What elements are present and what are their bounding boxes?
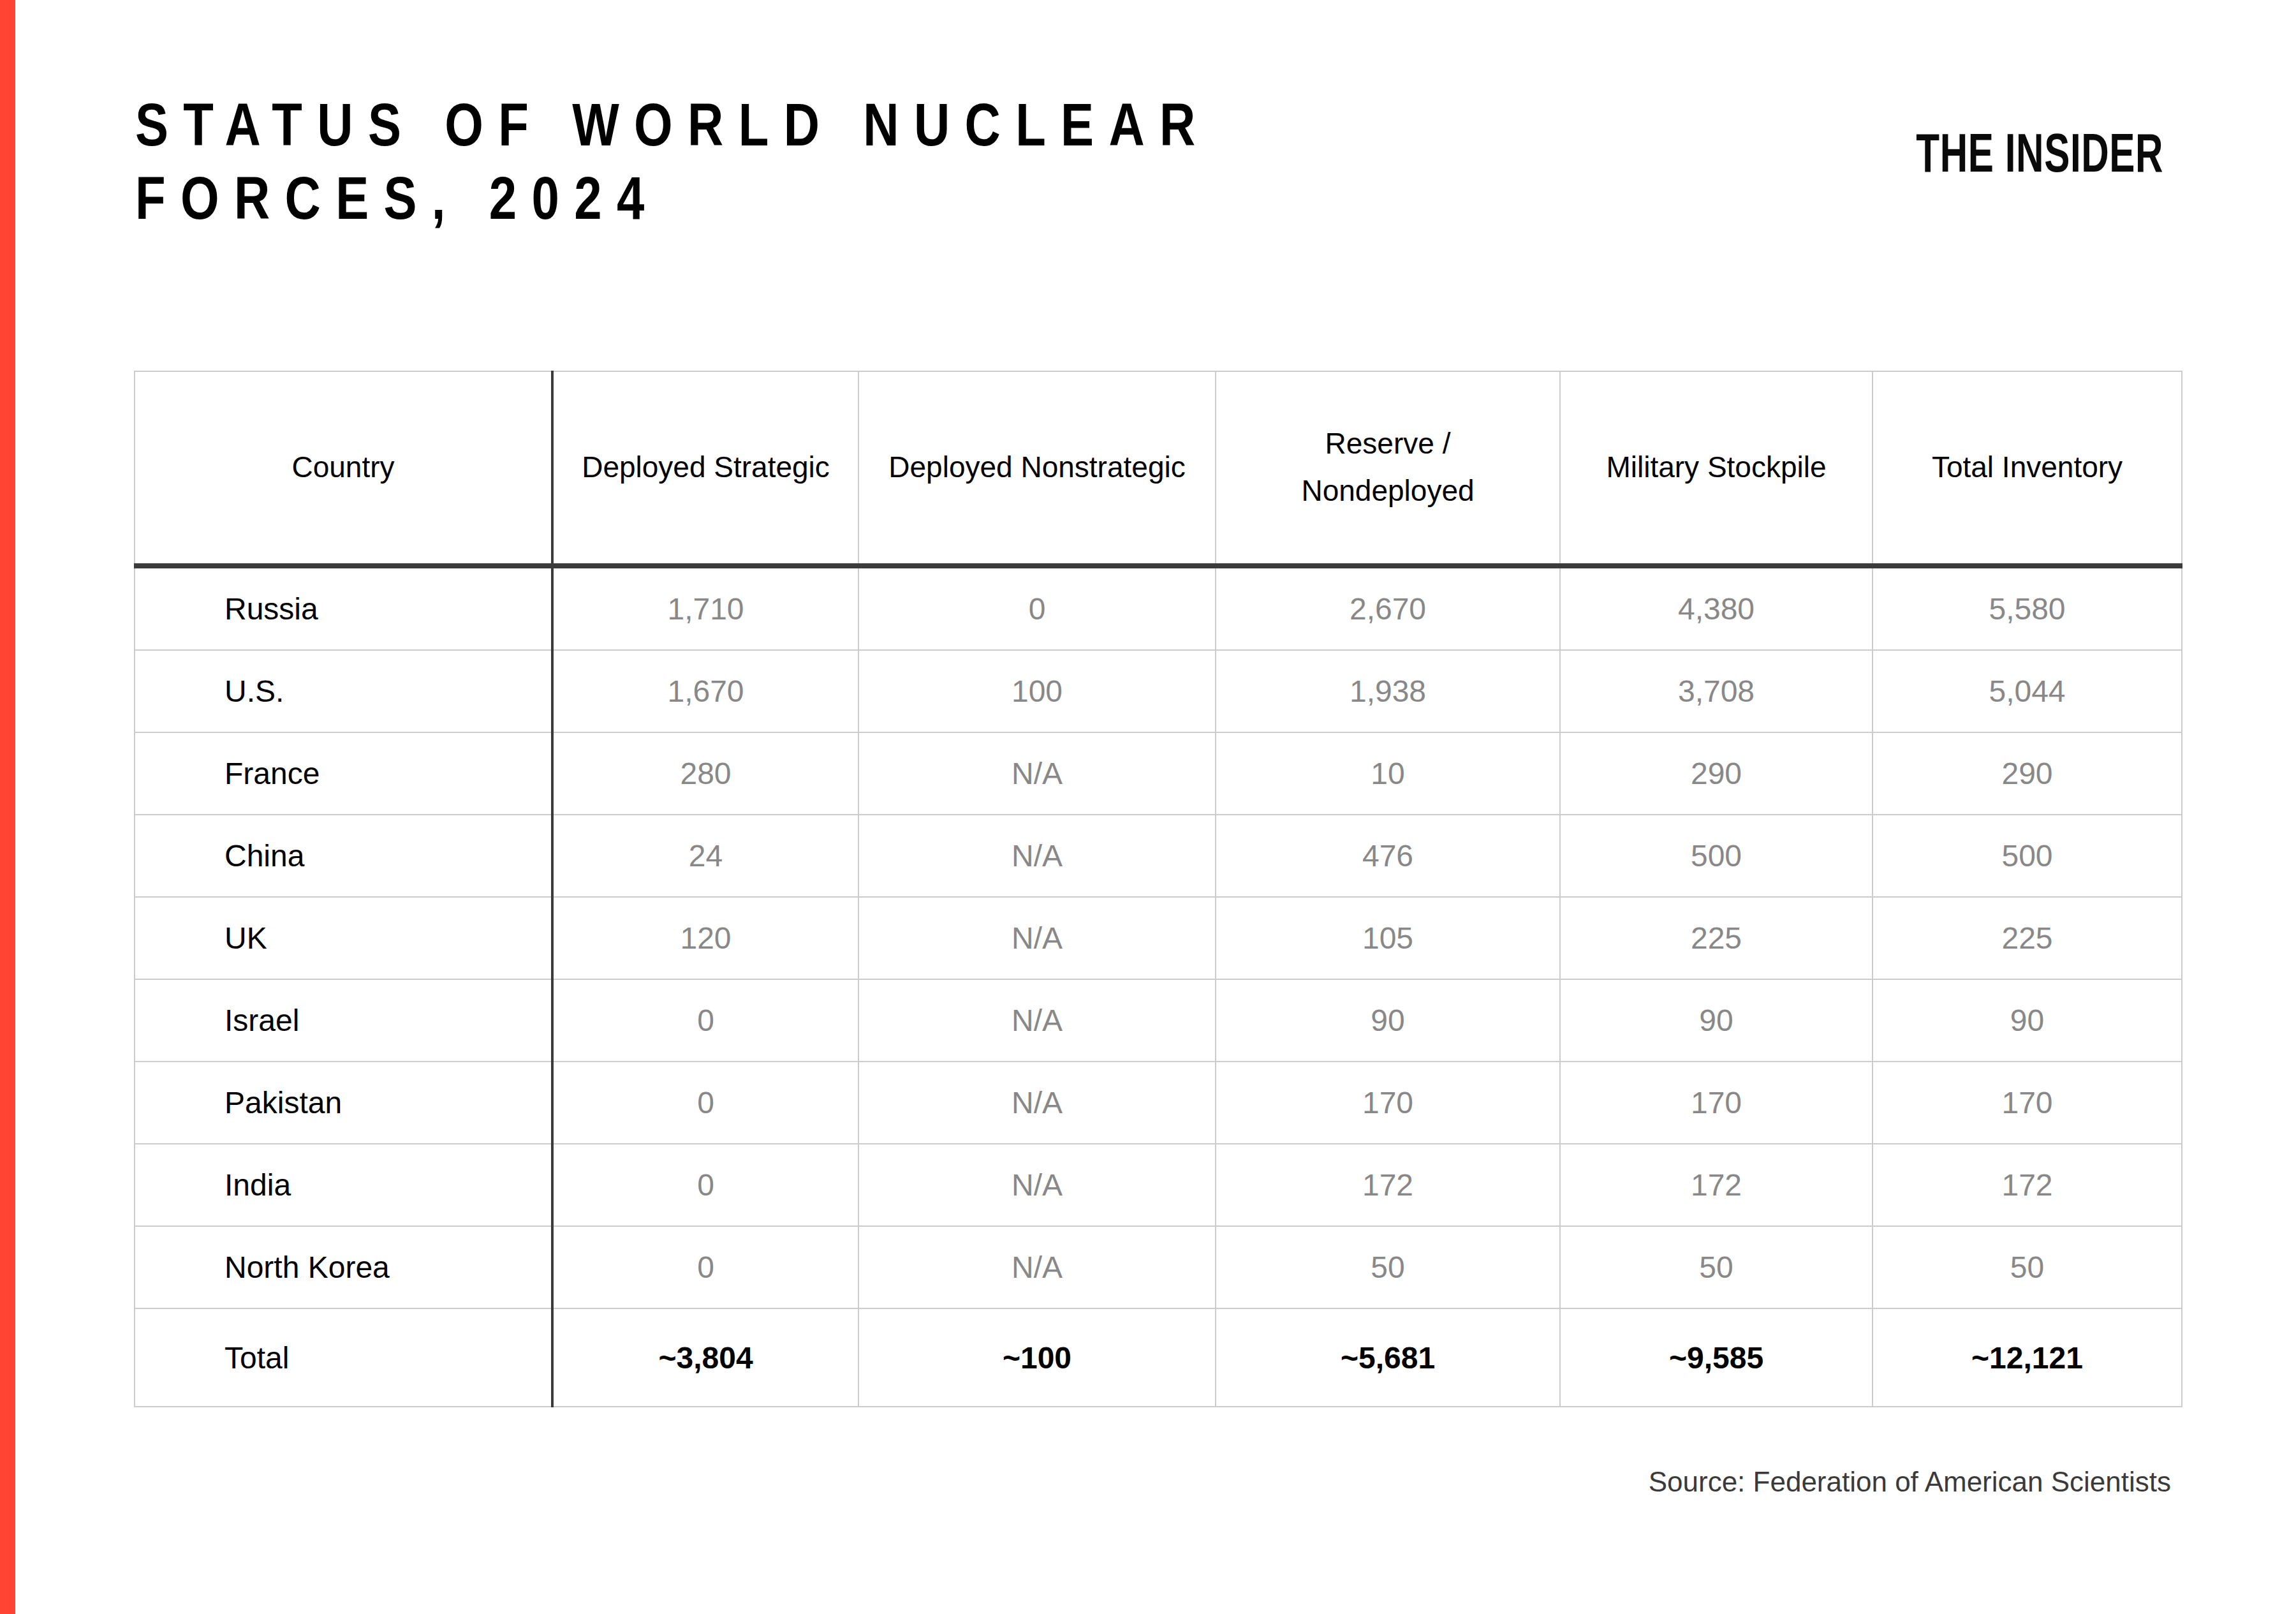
value-cell: N/A — [858, 815, 1216, 897]
value-cell: 170 — [1216, 1062, 1560, 1144]
value-cell: 500 — [1560, 815, 1873, 897]
total-value-cell: ~3,804 — [552, 1308, 858, 1407]
table-row-us: U.S. 1,670 100 1,938 3,708 5,044 — [135, 650, 2182, 732]
value-cell: 4,380 — [1560, 566, 1873, 650]
value-cell: 170 — [1560, 1062, 1873, 1144]
table-row-israel: Israel 0 N/A 90 90 90 — [135, 979, 2182, 1062]
value-cell: 90 — [1560, 979, 1873, 1062]
value-cell: 50 — [1873, 1226, 2182, 1308]
page-title: STATUS OF WORLD NUCLEAR FORCES, 2024 — [135, 88, 1211, 235]
country-cell: France — [135, 732, 552, 815]
column-header-country: Country — [135, 371, 552, 566]
value-cell: N/A — [858, 897, 1216, 979]
value-cell: N/A — [858, 1062, 1216, 1144]
value-cell: 476 — [1216, 815, 1560, 897]
value-cell: 172 — [1873, 1144, 2182, 1226]
total-value-cell: ~9,585 — [1560, 1308, 1873, 1407]
value-cell: 3,708 — [1560, 650, 1873, 732]
country-cell: U.S. — [135, 650, 552, 732]
total-value-cell: ~5,681 — [1216, 1308, 1560, 1407]
value-cell: 170 — [1873, 1062, 2182, 1144]
column-header-reserve-nondeployed: Reserve / Nondeployed — [1216, 371, 1560, 566]
value-cell: 5,044 — [1873, 650, 2182, 732]
nuclear-forces-table: Country Deployed Strategic Deployed Nons… — [134, 371, 2182, 1407]
country-cell: UK — [135, 897, 552, 979]
value-cell: N/A — [858, 1226, 1216, 1308]
brand-logo: THE INSIDER — [1916, 121, 2163, 184]
country-cell: Pakistan — [135, 1062, 552, 1144]
value-cell: 1,670 — [552, 650, 858, 732]
total-label-cell: Total — [135, 1308, 552, 1407]
column-header-deployed-nonstrategic: Deployed Nonstrategic — [858, 371, 1216, 566]
country-cell: Israel — [135, 979, 552, 1062]
value-cell: 10 — [1216, 732, 1560, 815]
value-cell: N/A — [858, 1144, 1216, 1226]
value-cell: N/A — [858, 732, 1216, 815]
table-row-russia: Russia 1,710 0 2,670 4,380 5,580 — [135, 566, 2182, 650]
value-cell: 500 — [1873, 815, 2182, 897]
value-cell: 90 — [1873, 979, 2182, 1062]
value-cell: 290 — [1560, 732, 1873, 815]
total-value-cell: ~100 — [858, 1308, 1216, 1407]
value-cell: 90 — [1216, 979, 1560, 1062]
value-cell: 50 — [1560, 1226, 1873, 1308]
table-row-india: India 0 N/A 172 172 172 — [135, 1144, 2182, 1226]
value-cell: 172 — [1560, 1144, 1873, 1226]
value-cell: 0 — [552, 1144, 858, 1226]
country-cell: Russia — [135, 566, 552, 650]
table-row-pakistan: Pakistan 0 N/A 170 170 170 — [135, 1062, 2182, 1144]
column-header-military-stockpile: Military Stockpile — [1560, 371, 1873, 566]
value-cell: 105 — [1216, 897, 1560, 979]
page: { "ui": { "title": "STATUS OF WORLD NUCL… — [0, 0, 2296, 1614]
value-cell: 0 — [552, 1226, 858, 1308]
header-row: Country Deployed Strategic Deployed Nons… — [135, 371, 2182, 566]
table-row-france: France 280 N/A 10 290 290 — [135, 732, 2182, 815]
table-row-china: China 24 N/A 476 500 500 — [135, 815, 2182, 897]
country-cell: China — [135, 815, 552, 897]
value-cell: 100 — [858, 650, 1216, 732]
value-cell: 0 — [858, 566, 1216, 650]
value-cell: 280 — [552, 732, 858, 815]
value-cell: 225 — [1560, 897, 1873, 979]
column-header-deployed-strategic: Deployed Strategic — [552, 371, 858, 566]
value-cell: 120 — [552, 897, 858, 979]
table-row-uk: UK 120 N/A 105 225 225 — [135, 897, 2182, 979]
country-cell: India — [135, 1144, 552, 1226]
total-value-cell: ~12,121 — [1873, 1308, 2182, 1407]
value-cell: 5,580 — [1873, 566, 2182, 650]
column-header-total-inventory: Total Inventory — [1873, 371, 2182, 566]
value-cell: 290 — [1873, 732, 2182, 815]
value-cell: 50 — [1216, 1226, 1560, 1308]
left-accent-bar — [0, 0, 15, 1614]
value-cell: 2,670 — [1216, 566, 1560, 650]
value-cell: 0 — [552, 1062, 858, 1144]
value-cell: 0 — [552, 979, 858, 1062]
value-cell: 225 — [1873, 897, 2182, 979]
table-row-north-korea: North Korea 0 N/A 50 50 50 — [135, 1226, 2182, 1308]
value-cell: 1,710 — [552, 566, 858, 650]
country-cell: North Korea — [135, 1226, 552, 1308]
value-cell: N/A — [858, 979, 1216, 1062]
source-note: Source: Federation of American Scientist… — [1649, 1466, 2171, 1498]
table-row-total: Total ~3,804 ~100 ~5,681 ~9,585 ~12,121 — [135, 1308, 2182, 1407]
value-cell: 172 — [1216, 1144, 1560, 1226]
value-cell: 24 — [552, 815, 858, 897]
value-cell: 1,938 — [1216, 650, 1560, 732]
